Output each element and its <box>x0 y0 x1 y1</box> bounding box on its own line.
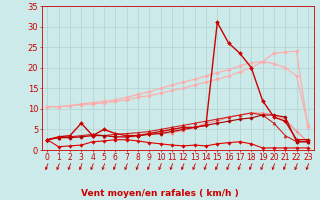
Text: Vent moyen/en rafales ( km/h ): Vent moyen/en rafales ( km/h ) <box>81 189 239 198</box>
